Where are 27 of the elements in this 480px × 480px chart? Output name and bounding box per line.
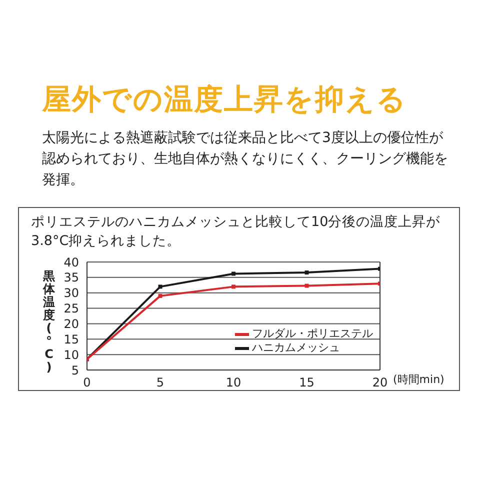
y-tick-label: 20 (64, 316, 79, 331)
chart-subtitle: 太陽光による熱遮蔽試験では従来品と比べて3度以上の優位性が認められており、生地自体が熱くなりにくく、クーリング機能を発揮。 (42, 129, 449, 190)
point (232, 284, 236, 289)
y-axis-title: 黒体温度(°C) (42, 269, 56, 374)
y-tick-label: 40 (64, 255, 79, 270)
chart-title: 屋外での温度上昇を抑える (42, 81, 408, 118)
x-tick-label: 0 (83, 376, 91, 390)
y-tick-label: 15 (64, 332, 79, 346)
x-tick-label: 15 (299, 376, 314, 390)
line-series (87, 282, 380, 362)
legend-label: フルダル・ポリエステル (252, 327, 373, 341)
x-tick-label: 20 (372, 376, 388, 390)
legend-label: ハニカムメッシュ (252, 341, 340, 355)
y-tick-label: 30 (64, 286, 79, 300)
y-tick-label: 5 (71, 363, 79, 378)
point (158, 284, 162, 289)
x-axis-title: (時間min) (393, 372, 444, 387)
point (304, 284, 309, 288)
y-tick-label: 10 (64, 348, 79, 362)
y-tick-label: 25 (64, 302, 79, 316)
text: ポリエステルのハニカムメッシュと比較して10分後の温度上昇が3.8°C抑えられました。 (31, 213, 442, 251)
point (158, 294, 162, 298)
point (232, 272, 236, 276)
x-tick-label: 5 (156, 376, 164, 390)
y-tick-label: 35 (64, 270, 79, 285)
point (304, 270, 309, 274)
x-tick-label: 10 (226, 376, 242, 390)
